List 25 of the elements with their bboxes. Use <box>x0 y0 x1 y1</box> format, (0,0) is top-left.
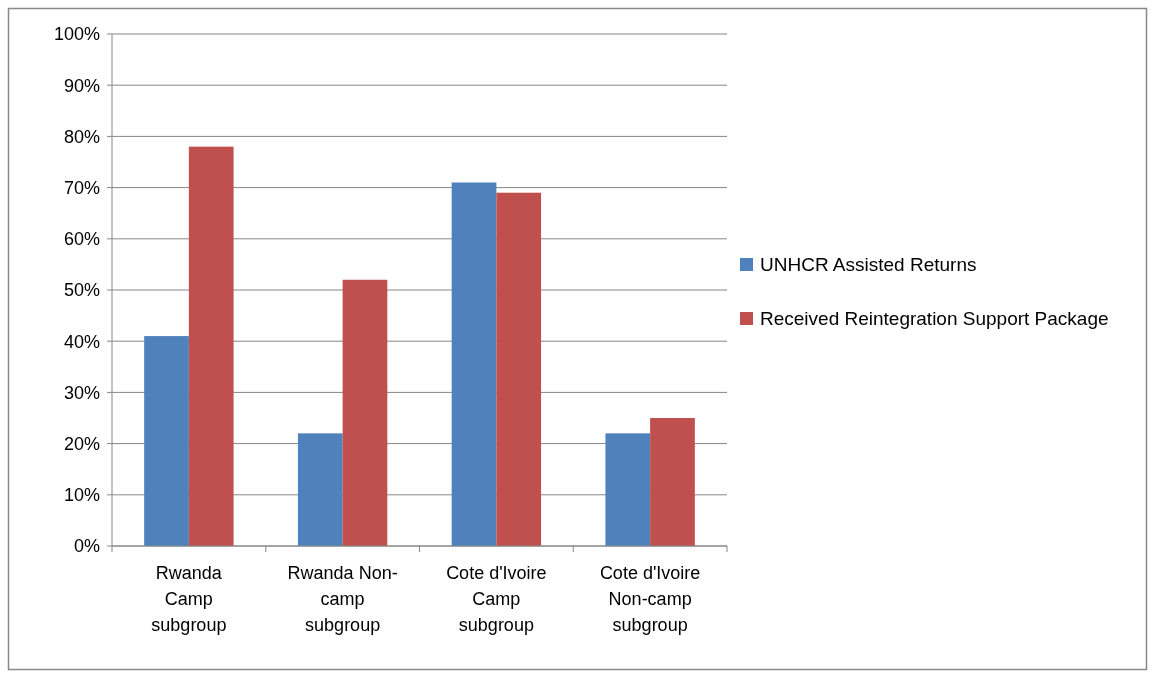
y-tick-label: 70% <box>63 177 100 198</box>
y-tick-label: 10% <box>63 485 100 506</box>
bar <box>188 146 234 546</box>
x-tick-label: Rwanda Non-camp subgroup <box>287 563 398 635</box>
bar <box>451 182 497 546</box>
bar <box>297 433 343 546</box>
y-tick-label: 40% <box>63 331 100 352</box>
bar <box>605 433 651 546</box>
y-tick-label: 0% <box>73 536 100 557</box>
bar <box>650 418 695 546</box>
y-tick-label: 100% <box>53 24 100 45</box>
y-tick-label: 30% <box>63 382 100 403</box>
legend-label: UNHCR Assisted Returns <box>760 254 977 275</box>
y-tick-label: 60% <box>63 229 100 250</box>
y-tick-label: 20% <box>63 433 100 454</box>
x-tick-label: Rwanda Camp subgroup <box>151 563 227 635</box>
y-tick-label: 90% <box>63 75 100 96</box>
bar <box>144 336 189 546</box>
bar <box>496 192 542 546</box>
bar <box>342 279 388 546</box>
y-tick-label: 80% <box>63 126 100 147</box>
x-tick-label: Cote d'Ivoire Camp subgroup <box>446 563 547 635</box>
x-tick-label: Cote d'Ivoire Non-camp subgroup <box>599 563 701 635</box>
y-tick-label: 50% <box>63 280 100 301</box>
legend-label: Received Reintegration Support Package <box>760 308 1109 329</box>
